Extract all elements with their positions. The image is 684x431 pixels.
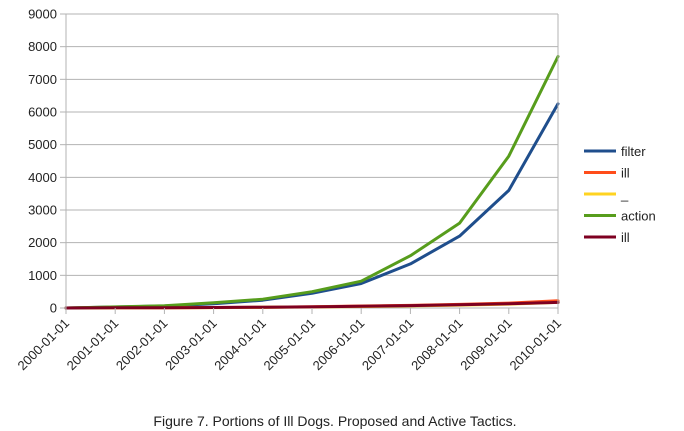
legend-label: ill [621, 230, 630, 245]
x-tick-label: 2002-01-01 [113, 316, 171, 374]
series-line-4 [64, 300, 560, 310]
x-tick-label: 2005-01-01 [260, 316, 318, 374]
y-tick-label: 4000 [28, 170, 57, 185]
y-tick-label: 8000 [28, 39, 57, 54]
x-tick-label: 2009-01-01 [457, 316, 515, 374]
x-tick-label: 2001-01-01 [64, 316, 122, 374]
y-tick-label: 9000 [28, 7, 57, 22]
legend: filter ill _action ill [584, 144, 656, 245]
x-tick-label: 2004-01-01 [211, 316, 269, 374]
x-tick-label: 2010-01-01 [506, 316, 564, 374]
y-tick-label: 0 [50, 301, 57, 316]
y-tick-label: 5000 [28, 137, 57, 152]
y-tick-label: 1000 [28, 268, 57, 283]
x-tick-label: 2003-01-01 [162, 316, 220, 374]
y-tick-label: 7000 [28, 72, 57, 87]
series-line-0 [64, 102, 560, 310]
grid [66, 13, 558, 309]
legend-label: action [621, 209, 656, 224]
x-tick-label: 2000-01-01 [14, 316, 72, 374]
axes: 0 1000 2000 3000 4000 5000 6000 7000 8000 9000 200… [14, 7, 564, 374]
x-tick-label: 2008-01-01 [408, 316, 466, 374]
y-tick-label: 2000 [28, 235, 57, 250]
legend-label: filter [621, 144, 646, 159]
series-line-3 [64, 55, 560, 310]
legend-label: ill [621, 166, 630, 181]
x-tick-label: 2006-01-01 [310, 316, 368, 374]
legend-label: _ [620, 187, 629, 202]
series-lines [64, 55, 560, 310]
y-tick-label: 6000 [28, 105, 57, 120]
x-tick-label: 2007-01-01 [359, 316, 417, 374]
figure-caption: Figure 7. Portions of Ill Dogs. Proposed… [153, 413, 516, 429]
y-tick-label: 3000 [28, 203, 57, 218]
